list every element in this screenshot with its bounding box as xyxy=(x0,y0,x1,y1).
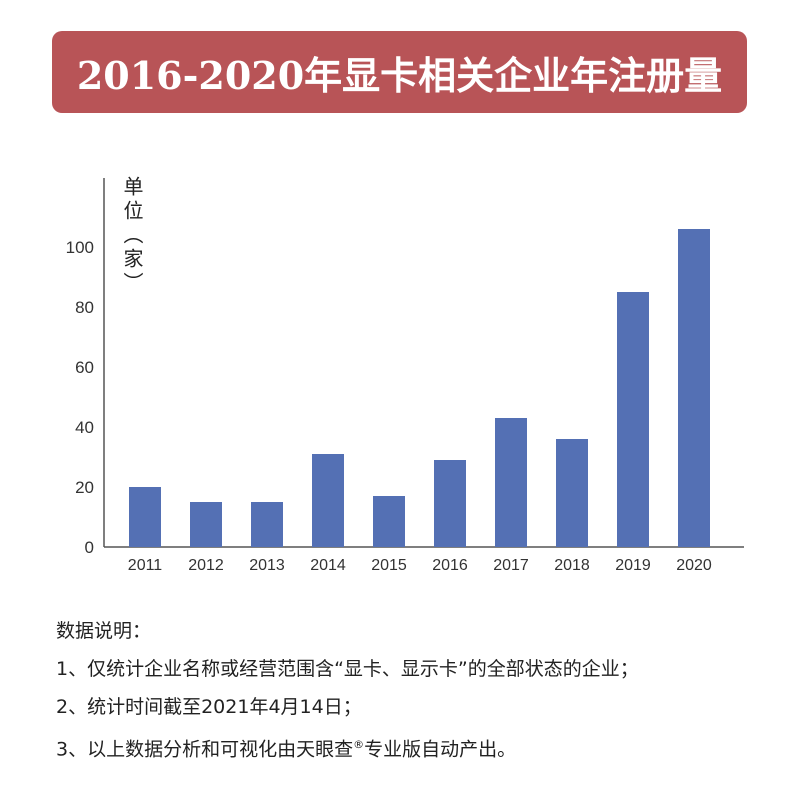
y-tick-label: 40 xyxy=(75,418,94,437)
bar-2013 xyxy=(251,502,283,547)
note-item-3: 3、以上数据分析和可视化由天眼查®专业版自动产出。 xyxy=(56,726,639,768)
bar-2016 xyxy=(434,460,466,547)
x-tick-label: 2011 xyxy=(128,557,163,574)
x-tick-label: 2019 xyxy=(615,557,651,574)
x-tick-label: 2017 xyxy=(493,557,529,574)
x-tick-label: 2012 xyxy=(188,557,224,574)
x-tick-label: 2015 xyxy=(371,557,407,574)
data-notes: 数据说明： 1、仅统计企业名称或经营范围含“显卡、显示卡”的全部状态的企业； 2… xyxy=(56,612,639,768)
x-tick-label: 2014 xyxy=(310,557,346,574)
note-item-2: 2、统计时间截至2021年4月14日； xyxy=(56,696,362,718)
bar-2017 xyxy=(495,418,527,547)
x-tick-label: 2020 xyxy=(676,557,712,574)
bar-2020 xyxy=(678,229,710,547)
bar-chart: 0 20 40 60 80 100 2011 2012 2013 2014 2015 2016 201… xyxy=(66,178,744,574)
y-axis-label: 单位（家） xyxy=(120,176,144,296)
x-tick-label: 2013 xyxy=(249,557,285,574)
chart-title: 2016-2020年显卡相关企业年注册量 xyxy=(52,31,747,113)
registered-mark: ® xyxy=(353,738,365,751)
notes-heading: 数据说明： xyxy=(56,620,152,642)
y-tick-label: 60 xyxy=(75,358,94,377)
note-item-3-tail: 专业版自动产出。 xyxy=(364,738,517,761)
bar-2018 xyxy=(556,439,588,547)
y-tick-label: 20 xyxy=(75,478,94,497)
x-tick-label: 2018 xyxy=(554,557,590,574)
bar-2012 xyxy=(190,502,222,547)
bar-2019 xyxy=(617,292,649,547)
bar-2015 xyxy=(373,496,405,547)
y-tick-label: 100 xyxy=(66,238,94,257)
bar-2011 xyxy=(129,487,161,547)
y-tick-label: 80 xyxy=(75,298,94,317)
note-item-3-text: 3、以上数据分析和可视化由天眼查 xyxy=(56,738,354,761)
bar-2014 xyxy=(312,454,344,547)
note-item-1: 1、仅统计企业名称或经营范围含“显卡、显示卡”的全部状态的企业； xyxy=(56,658,639,680)
x-tick-label: 2016 xyxy=(432,557,468,574)
y-tick-label: 0 xyxy=(85,538,94,557)
